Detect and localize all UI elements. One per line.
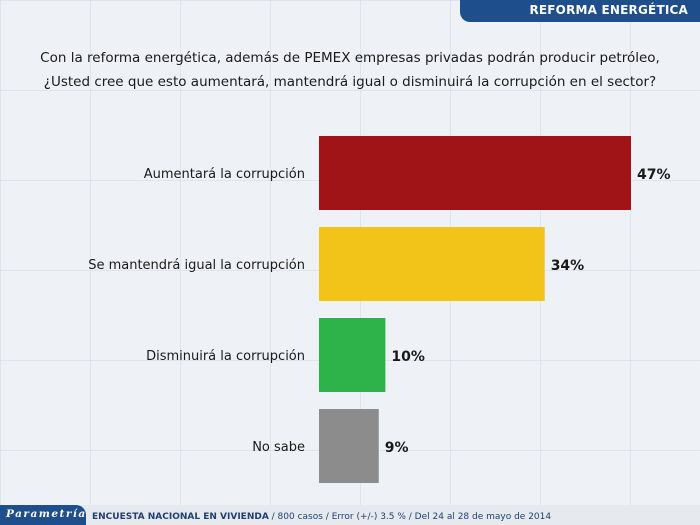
brand-logo-text: Parametría xyxy=(6,508,87,520)
title-banner: REFORMA ENERGÉTICA xyxy=(460,0,700,22)
survey-details: / 800 casos / Error (+/-) 3.5 % / Del 24… xyxy=(268,512,552,522)
category-label-2: Se mantendrá igual la corrupción xyxy=(88,258,305,273)
survey-info: ENCUESTA NACIONAL EN VIVIENDA / 800 caso… xyxy=(92,512,551,522)
question-line-1: Con la reforma energética, además de PEM… xyxy=(40,50,660,66)
value-label-2: 34% xyxy=(551,258,585,274)
question-line-2: ¿Usted cree que esto aumentará, mantendr… xyxy=(43,74,657,90)
brand-logo: Parametría xyxy=(0,505,86,525)
value-label-3: 10% xyxy=(391,349,425,365)
page-title: REFORMA ENERGÉTICA xyxy=(529,3,688,17)
bar-1 xyxy=(319,136,631,210)
bar-2 xyxy=(319,227,545,301)
bar-4 xyxy=(319,409,379,483)
value-label-1: 47% xyxy=(637,167,671,183)
category-label-1: Aumentará la corrupción xyxy=(144,167,305,182)
survey-name: ENCUESTA NACIONAL EN VIVIENDA xyxy=(92,512,269,522)
question-text: Con la reforma energética, además de PEM… xyxy=(0,46,700,94)
bar-3 xyxy=(319,318,386,392)
value-label-4: 9% xyxy=(385,440,409,456)
footer: Parametría ENCUESTA NACIONAL EN VIVIENDA… xyxy=(0,505,700,525)
category-label-3: Disminuirá la corrupción xyxy=(146,349,305,364)
category-label-4: No sabe xyxy=(252,440,305,455)
